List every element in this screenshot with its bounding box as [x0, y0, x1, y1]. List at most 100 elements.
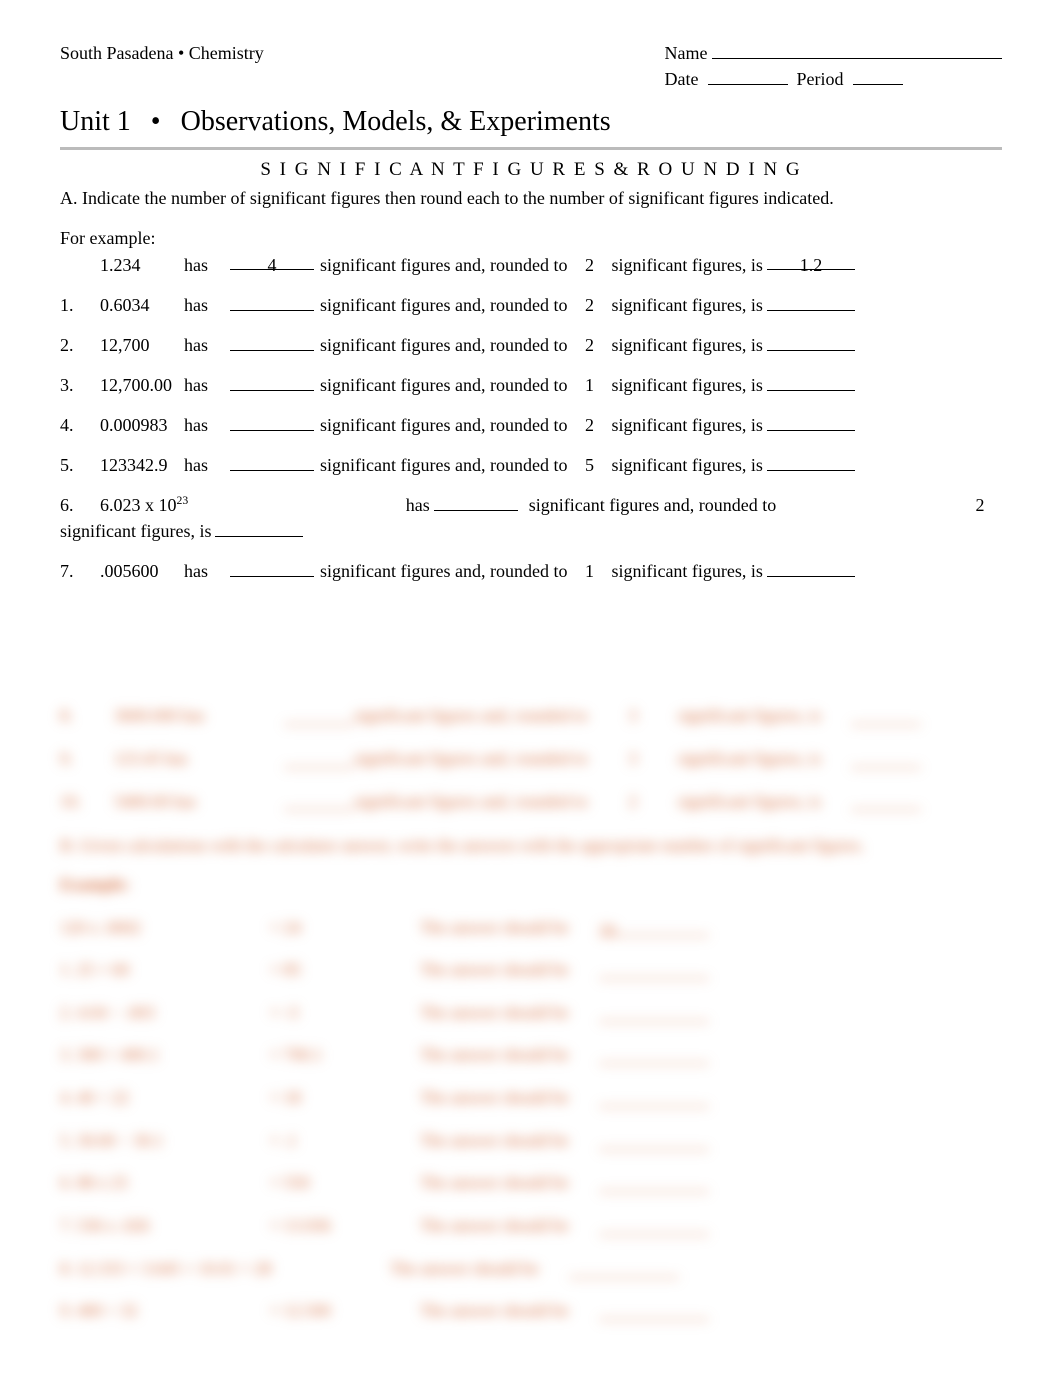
question-answer-blank[interactable]: [767, 333, 855, 351]
example-has: has: [184, 252, 230, 278]
question-sigfig-blank[interactable]: [230, 293, 314, 311]
blur-blank: [599, 1303, 709, 1320]
question-row-6b: significant figures, is: [60, 518, 1002, 544]
divider-rule: [60, 147, 1002, 150]
blur-l: 5. 30.00 − 30.1: [60, 1129, 240, 1154]
question-value: 6.023 x 1023: [84, 492, 224, 518]
question-num: 3.: [60, 372, 84, 398]
blur-sig: significant figures, is: [678, 790, 821, 815]
blur-r: The answer should be: [420, 1043, 569, 1068]
question-sig-label: significant figures, is: [611, 412, 762, 438]
question-sigfig-blank[interactable]: [230, 373, 314, 391]
blur-row-b: 5. 30.00 − 30.1 = .1 The answer should b…: [60, 1129, 1002, 1154]
example-row: 1.234 has 4 significant figures and, rou…: [60, 252, 1002, 278]
question-sig-label: significant figures, is: [611, 332, 762, 358]
question-answer-blank[interactable]: [767, 559, 855, 577]
question-num: 2.: [60, 332, 84, 358]
blur-row-b: 2. 4.04 − .003 = -3 The answer should be: [60, 1001, 1002, 1026]
blur-r: The answer should be: [420, 958, 569, 983]
blur-blank: [851, 793, 921, 810]
question-num: 4.: [60, 412, 84, 438]
question-has: has: [184, 372, 230, 398]
question-round-to: 2: [567, 292, 611, 318]
blur-l: 1. 25 + 60: [60, 958, 240, 983]
question-num: 1.: [60, 292, 84, 318]
blur-section-b: B. Given calculations with the calculato…: [60, 834, 1002, 859]
blur-l: 4. 40 ÷ 22: [60, 1086, 240, 1111]
question-sigfig-blank[interactable]: [230, 559, 314, 577]
date-blank[interactable]: [708, 67, 788, 85]
blur-val: 123.45 has: [114, 747, 254, 772]
blur-blank: [284, 751, 354, 768]
example-label: For example:: [60, 225, 1002, 251]
question-value: 12,700: [84, 332, 184, 358]
question-round-to: 2: [958, 492, 1002, 518]
question-num: 6.: [60, 492, 84, 518]
blur-num: 8.: [60, 704, 84, 729]
question-mid: significant figures and, rounded to: [320, 412, 567, 438]
blur-blank: [599, 1005, 709, 1022]
blur-blank: [599, 962, 709, 979]
question-value: .005600: [84, 558, 184, 584]
blur-row-b: 4. 40 ÷ 22 = 18 The answer should be: [60, 1086, 1002, 1111]
example-sigfig-blank[interactable]: 4: [230, 252, 314, 270]
q6-has: has: [406, 495, 430, 515]
blur-blank: [569, 1261, 679, 1278]
question-answer-blank[interactable]: [767, 453, 855, 471]
blur-blank: [599, 1133, 709, 1150]
question-row: 5. 123342.9 has significant figures and,…: [60, 452, 1002, 478]
blur-round: 3: [618, 704, 648, 729]
blur-m: = .1: [270, 1129, 390, 1154]
question-row-6: 6. 6.023 x 1023 has significant figures …: [60, 492, 1002, 518]
blur-blank: [599, 1175, 709, 1192]
q6-mid: significant figures and, rounded to: [529, 495, 776, 515]
course-label: South Pasadena • Chemistry: [60, 40, 264, 66]
blur-row-b: 1. 25 + 60 = 85 The answer should be: [60, 958, 1002, 983]
q6-value-base: 6.023 x 10: [100, 495, 177, 515]
blur-m: = -3: [270, 1001, 390, 1026]
unit-label: Unit 1: [60, 102, 131, 143]
question-sig-label: significant figures, is: [611, 372, 762, 398]
blur-r: The answer should be: [390, 1257, 539, 1282]
question-row: 2. 12,700 has significant figures and, r…: [60, 332, 1002, 358]
date-label: Date: [665, 69, 699, 89]
question-answer-blank[interactable]: [767, 373, 855, 391]
blur-blank: [284, 793, 354, 810]
q6-value-exp: 23: [177, 494, 189, 507]
question-round-to: 2: [567, 332, 611, 358]
question-answer-blank[interactable]: [767, 413, 855, 431]
blur-row: 10. 5400.00 has significant figures and,…: [60, 790, 1002, 815]
unit-bullet: •: [151, 102, 161, 143]
q6-sig-label: significant figures, is: [60, 518, 211, 544]
question-has: has: [184, 452, 230, 478]
example-sig-label: significant figures, is: [611, 252, 762, 278]
blur-m: = 24: [270, 916, 390, 941]
blur-num: 10.: [60, 790, 84, 815]
blur-m: = 550: [270, 1171, 390, 1196]
name-blank[interactable]: [712, 41, 1002, 59]
question-mid: significant figures and, rounded to: [320, 452, 567, 478]
blur-r: The answer should be: [420, 1214, 569, 1239]
question-mid: significant figures and, rounded to: [320, 372, 567, 398]
question-answer-blank[interactable]: [767, 293, 855, 311]
question-value: 123342.9: [84, 452, 184, 478]
blur-round: 3: [618, 747, 648, 772]
blur-row-b: 6. 88 x 25 = 550 The answer should be: [60, 1171, 1002, 1196]
question-sig-label: significant figures, is: [611, 558, 762, 584]
question-answer-blank[interactable]: [215, 519, 303, 537]
question-has: has: [184, 292, 230, 318]
blur-row: 9. 123.45 has significant figures and, r…: [60, 747, 1002, 772]
example-answer-blank[interactable]: 1.2: [767, 252, 855, 270]
question-mid: significant figures and, rounded to: [320, 558, 567, 584]
blur-r: The answer should be: [420, 1299, 569, 1324]
blur-row-b: 3. 300 + 400.1 = 700.1 The answer should…: [60, 1043, 1002, 1068]
question-sigfig-blank[interactable]: [434, 493, 518, 511]
question-sigfig-blank[interactable]: [230, 453, 314, 471]
blur-sig: significant figures, is: [678, 747, 821, 772]
blur-l: 2. 4.04 − .003: [60, 1001, 240, 1026]
period-blank[interactable]: [853, 67, 903, 85]
question-num: 5.: [60, 452, 84, 478]
question-sigfig-blank[interactable]: [230, 333, 314, 351]
question-sigfig-blank[interactable]: [230, 413, 314, 431]
blur-blank: [599, 1090, 709, 1107]
